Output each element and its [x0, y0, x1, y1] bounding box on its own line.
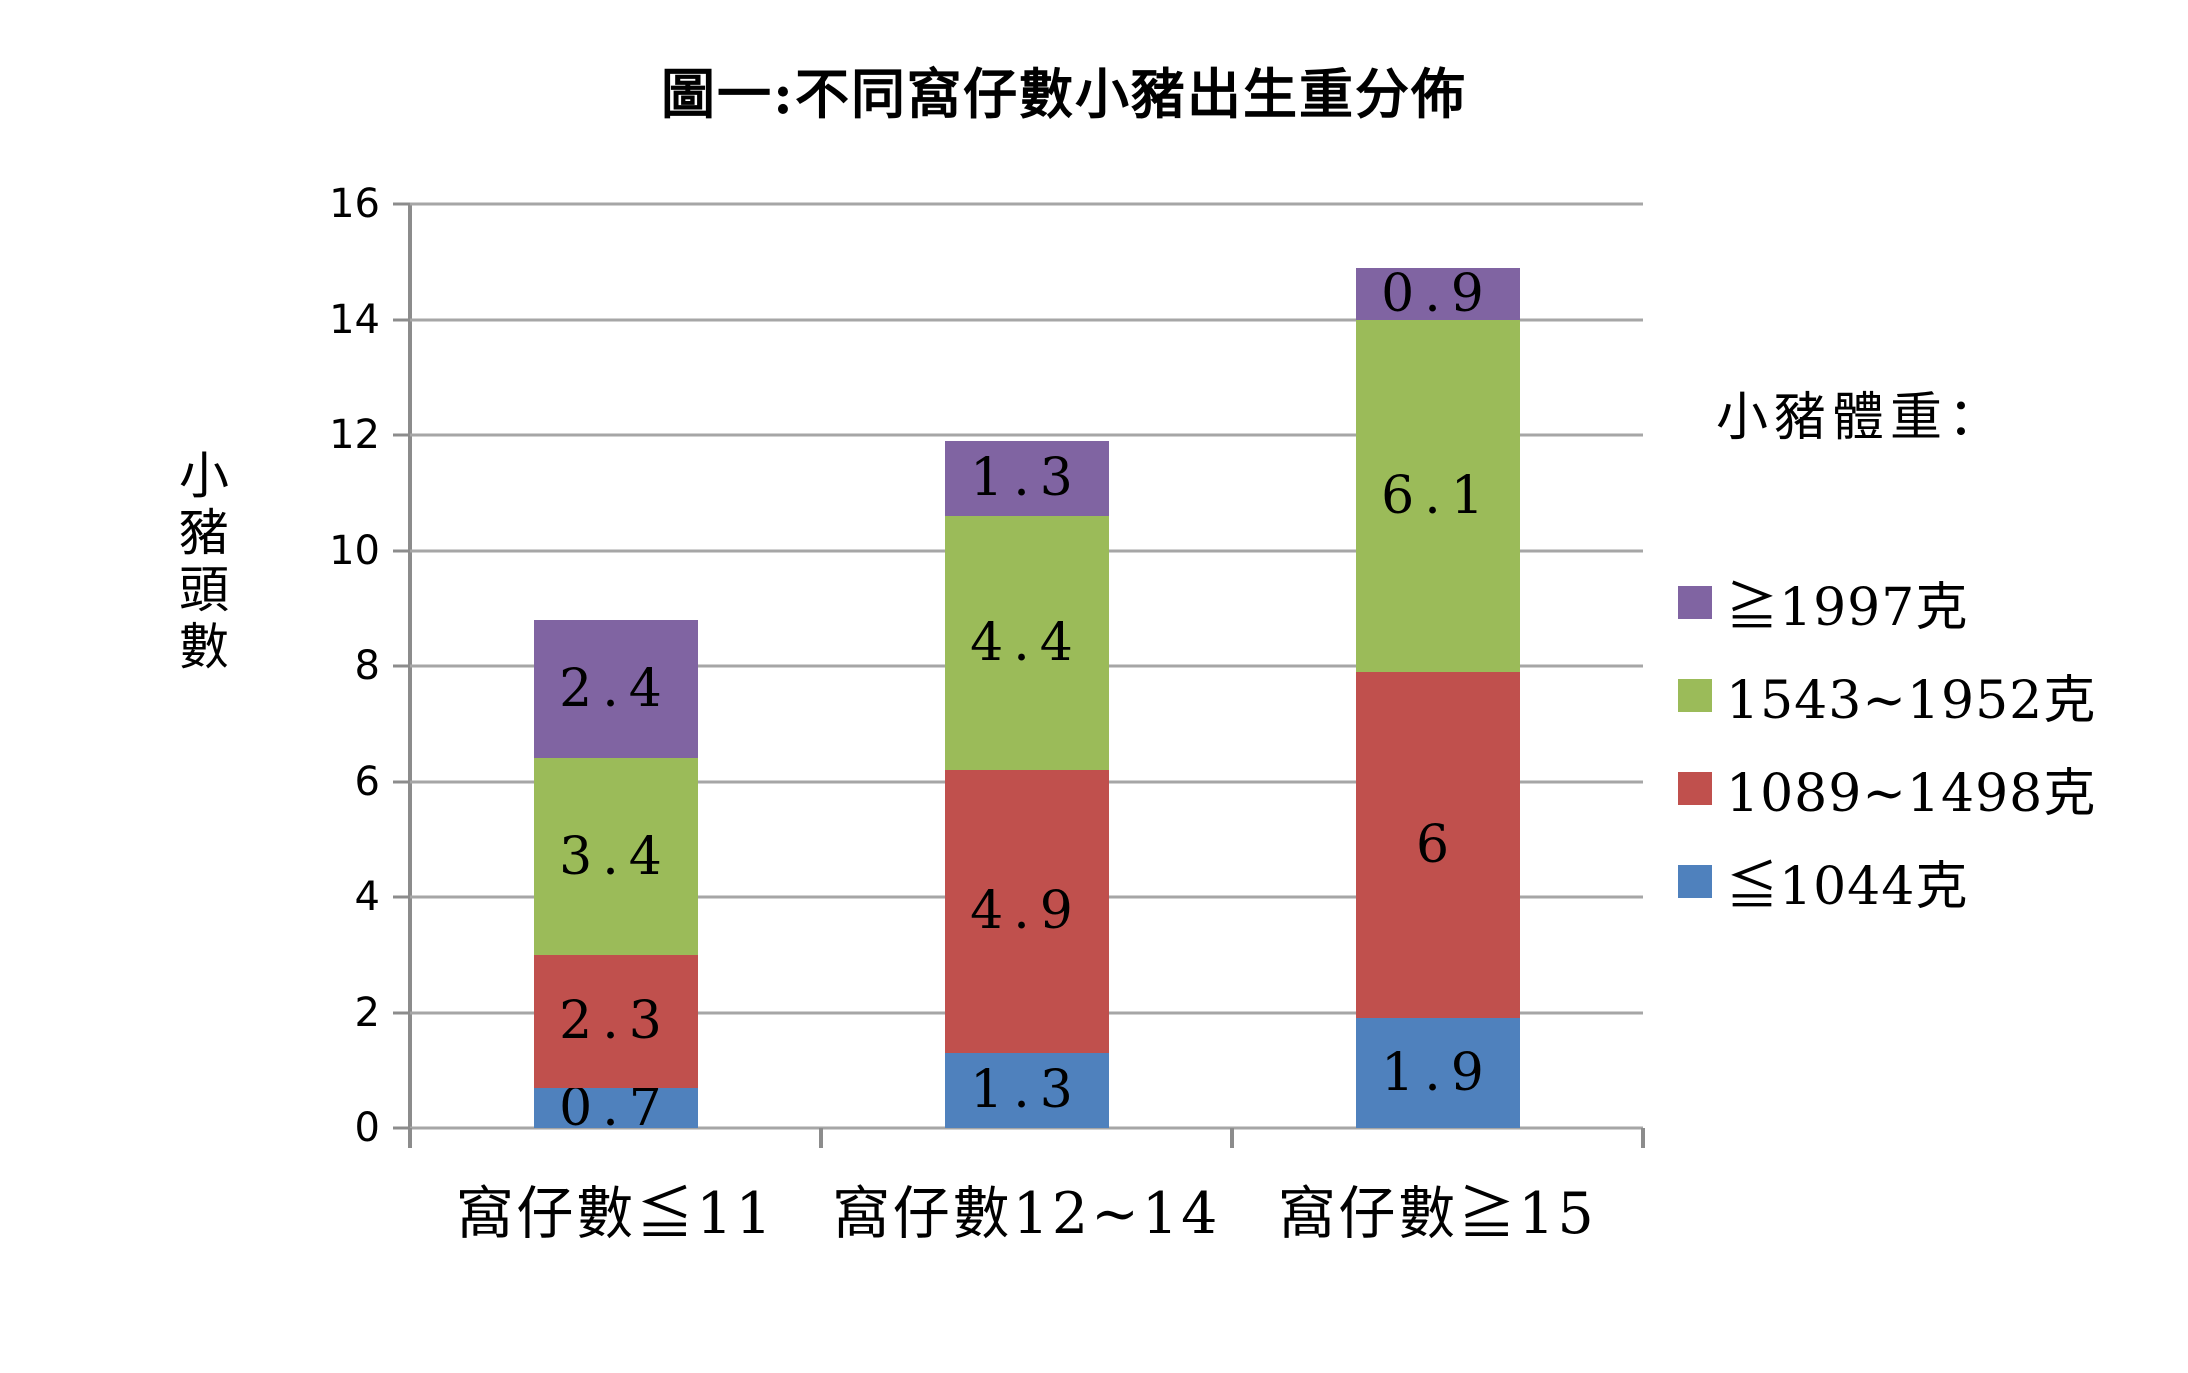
x-boundary-tick [408, 1128, 412, 1148]
y-tick-label: 10 [329, 527, 380, 574]
legend-item-label: 1543~1952克 [1726, 670, 2097, 731]
y-tick-label: 4 [354, 874, 380, 920]
y-tick-label: 8 [354, 643, 380, 689]
bar-segment-label: 4.9 [970, 881, 1083, 942]
bar-segment: 2.3 [533, 954, 698, 1088]
gridline [410, 202, 1643, 206]
x-boundary-tick [818, 1128, 823, 1148]
gridline [410, 318, 1643, 321]
bar-slot: 0.7 2.3 3.4 2.4 [410, 204, 821, 1138]
stacked-bar: 0.7 2.3 3.4 2.4 [533, 204, 698, 1138]
legend: 小豬體重： ≧1997克 1543~1952克 1089~1498克 ≦1044克 [1678, 375, 2178, 944]
chart-title: 圖一:不同窩仔數小豬出生重分佈 [661, 62, 1467, 126]
legend-swatch [1678, 771, 1712, 805]
bar-slot: 1.3 4.9 4.4 1.3 [821, 204, 1232, 1128]
legend-item: 1089~1498克 [1678, 758, 2178, 824]
bar-segment-label: 1.3 [970, 448, 1083, 509]
bar-segment: 1.3 [944, 440, 1109, 516]
y-tick-mark [393, 433, 410, 437]
y-tick-mark [393, 664, 410, 668]
legend-swatch [1678, 585, 1712, 619]
bar-segment-label: 2.4 [559, 659, 672, 720]
y-tick-label: 14 [329, 296, 380, 343]
legend-swatch [1678, 678, 1712, 712]
bar-segment: 3.4 [533, 758, 698, 955]
x-boundary-tick [1229, 1128, 1234, 1148]
bar-segment-label: 6.1 [1381, 465, 1494, 526]
legend-item: 1543~1952克 [1678, 665, 2178, 731]
bar-segment: 4.4 [944, 515, 1109, 770]
bar-segment-label: 1.3 [970, 1060, 1083, 1121]
legend-rows: ≧1997克 1543~1952克 1089~1498克 ≦1044克 [1678, 572, 2178, 917]
x-category-label: 窩仔數≦11 [456, 1181, 775, 1247]
bar-segment-label: 3.4 [559, 826, 672, 887]
y-tick-label: 12 [329, 412, 380, 458]
stacked-bar: 1.9 6 6.1 0.9 [1355, 204, 1520, 1128]
y-tick-mark [393, 1126, 410, 1130]
bar-slot: 1.9 6 6.1 0.9 [1232, 204, 1643, 1128]
y-tick-mark [393, 895, 410, 899]
bar-segment: 6.1 [1355, 319, 1520, 672]
bar-segment-label: 2.3 [559, 991, 672, 1052]
y-tick-label: 16 [329, 181, 380, 227]
legend-title: 小豬體重： [1716, 388, 2007, 448]
bars-row: 0.7 2.3 3.4 2.4 1.3 4.9 4.4 1.3 1.9 6 6.1 0.9 [410, 204, 1643, 1138]
bar-segment: 0.9 [1355, 263, 1520, 324]
bar-segment: 4.9 [944, 769, 1109, 1053]
legend-swatch [1678, 864, 1712, 898]
bar-segment: 6 [1355, 671, 1520, 1019]
y-tick-label: 2 [354, 989, 380, 1036]
legend-item: ≧1997克 [1678, 572, 2178, 638]
x-boundary-tick [1641, 1128, 1645, 1148]
bar-segment-label: 1.9 [1381, 1043, 1494, 1104]
y-tick-mark [393, 780, 410, 783]
y-tick-label: 6 [354, 758, 380, 805]
y-axis-title: 小 豬 頭 數 [179, 447, 229, 676]
legend-item: ≦1044克 [1678, 851, 2178, 917]
legend-item-label: ≦1044克 [1726, 856, 1969, 917]
bar-segment-label: 4.4 [970, 612, 1083, 673]
x-axis-category-labels: 窩仔數≦11 窩仔數12~14 窩仔數≧15 [410, 1168, 1643, 1250]
x-category-label: 窩仔數≧15 [1278, 1181, 1597, 1247]
gridline [410, 433, 1643, 437]
y-tick-mark [393, 1011, 410, 1014]
legend-item-label: 1089~1498克 [1726, 763, 2097, 824]
x-category-label: 窩仔數12~14 [832, 1181, 1221, 1247]
y-tick-label: 0 [354, 1105, 380, 1151]
bar-segment: 2.4 [533, 619, 698, 759]
stacked-bar: 1.3 4.9 4.4 1.3 [944, 204, 1109, 1128]
bar-segment: 0.7 [533, 1077, 698, 1138]
bar-segment: 1.9 [1355, 1018, 1520, 1128]
y-tick-mark [393, 318, 410, 321]
legend-item-label: ≧1997克 [1726, 577, 1969, 638]
y-axis-line [408, 204, 412, 1148]
bar-segment-label: 0.9 [1381, 263, 1494, 324]
bar-segment-label: 0.7 [559, 1077, 672, 1138]
y-tick-mark [393, 202, 410, 206]
bar-segment: 1.3 [944, 1052, 1109, 1128]
plot-area: 0 2 4 6 8 10 12 14 16 0.7 2.3 3.4 2.4 1.3 4.9 4.4 1.3 1.9… [329, 184, 1645, 1148]
gridline [410, 1126, 1643, 1130]
y-tick-mark [393, 549, 410, 552]
bar-segment-label: 6 [1415, 815, 1460, 876]
